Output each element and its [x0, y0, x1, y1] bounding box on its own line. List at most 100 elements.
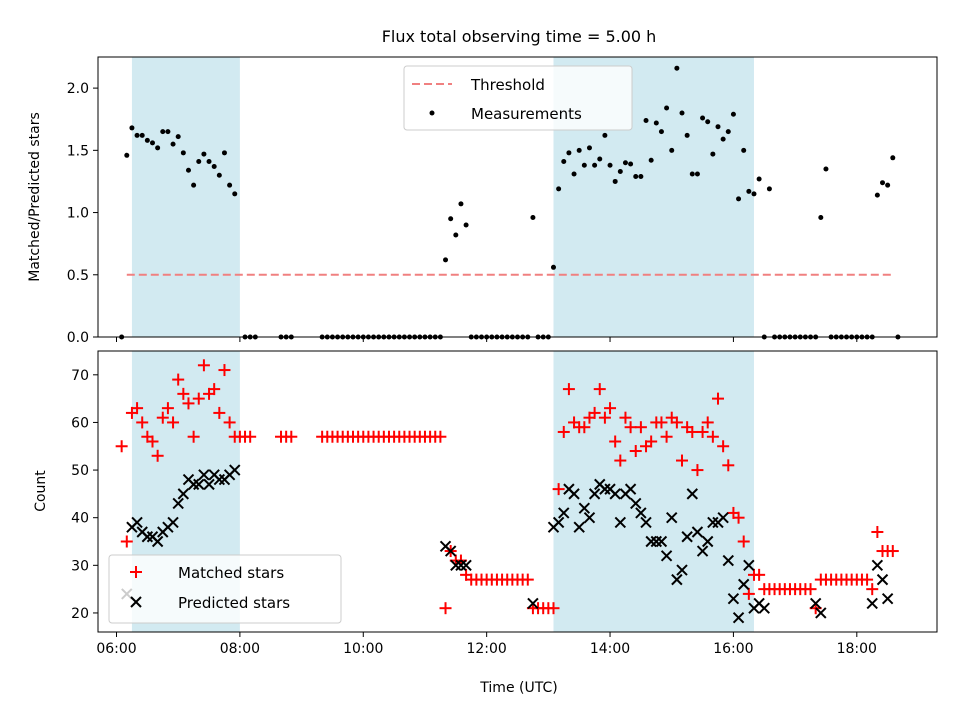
matched-point — [619, 411, 632, 424]
measurements-series — [119, 65, 901, 340]
measurement-point — [669, 147, 675, 153]
matched-point — [691, 464, 704, 477]
matched-point — [742, 587, 755, 600]
predicted-point — [614, 516, 627, 529]
matched-point — [167, 416, 180, 429]
measurement-point — [576, 147, 582, 153]
measurement-point — [648, 157, 654, 163]
measurement-point — [720, 136, 726, 142]
predicted-point — [635, 507, 647, 519]
measurement-point — [227, 182, 233, 188]
measurement-point — [766, 186, 772, 192]
predicted-point — [578, 502, 591, 514]
bottom-y-ticks: 20 30 40 50 60 70 — [71, 368, 98, 622]
predicted-point — [881, 592, 894, 605]
measurement-point — [160, 129, 166, 135]
predicted-point — [568, 488, 580, 500]
predicted-point — [583, 511, 596, 524]
measurement-point — [741, 147, 747, 153]
matched-point — [115, 440, 128, 453]
measurement-point — [180, 150, 186, 156]
measurement-point — [216, 172, 222, 178]
measurement-point — [890, 155, 896, 161]
predicted-point — [624, 483, 637, 495]
measurement-point — [674, 65, 680, 71]
predicted-point — [193, 478, 205, 491]
measurement-point — [149, 140, 155, 146]
matched-point — [187, 430, 200, 443]
y-tick-label: 1.5 — [67, 143, 89, 159]
measurement-point — [725, 129, 731, 135]
predicted-point — [450, 559, 462, 572]
matched-point — [634, 421, 647, 434]
matched-point — [676, 454, 689, 467]
matched-point — [244, 430, 257, 443]
matched-stars-series — [115, 359, 899, 615]
predicted-point — [696, 545, 709, 557]
matched-point — [711, 392, 724, 405]
measurement-point — [530, 215, 536, 221]
matched-point — [136, 416, 149, 429]
matched-point — [213, 406, 226, 419]
measurement-point — [638, 173, 644, 179]
measurement-point — [556, 186, 562, 192]
predicted-point — [686, 488, 698, 500]
top-panel: 0.00.51.01.52.0 Matched/Predicted stars … — [27, 56, 938, 346]
matched-point — [521, 573, 534, 586]
measurement-point — [170, 141, 176, 147]
matched-point — [552, 483, 565, 496]
measurement-point — [653, 120, 659, 126]
measurement-point — [756, 176, 762, 182]
measurement-point — [201, 151, 207, 157]
measurement-point — [622, 160, 628, 166]
matched-point — [701, 416, 714, 429]
measurement-point — [885, 182, 891, 188]
matched-point — [614, 454, 627, 467]
predicted-point — [871, 559, 884, 572]
measurement-point — [658, 129, 664, 135]
matched-point — [609, 435, 622, 448]
top-y-axis-title: Matched/Predicted stars — [27, 112, 43, 282]
matched-point — [660, 430, 673, 443]
chart-title: Flux total observing time = 5.00 h — [382, 27, 657, 46]
matched-point — [156, 411, 169, 424]
matched-point — [686, 425, 699, 438]
matched-point — [804, 583, 817, 596]
measurement-point — [710, 151, 716, 157]
measurement-point — [874, 192, 880, 198]
measurement-point — [221, 150, 227, 156]
matched-point — [161, 402, 174, 415]
matched-point — [285, 430, 298, 443]
bottom-legend: Matched stars Predicted stars — [108, 554, 342, 624]
measurement-point — [612, 178, 618, 184]
predicted-point — [198, 469, 210, 481]
measurement-point — [448, 216, 454, 222]
predicted-point — [660, 550, 673, 562]
measurement-point — [211, 164, 217, 170]
matched-point — [223, 416, 236, 429]
top-legend: Threshold Measurements — [403, 65, 633, 131]
predicted-point — [707, 516, 719, 529]
predicted-point — [172, 497, 184, 510]
predicted-point — [203, 478, 215, 491]
measurement-point — [736, 196, 742, 202]
measurement-point — [581, 162, 587, 168]
predicted-point — [722, 554, 734, 567]
matched-point — [177, 387, 190, 400]
predicted-point — [455, 559, 467, 572]
measurement-point — [144, 137, 150, 143]
y-tick-label: 0.5 — [67, 268, 89, 284]
matched-point — [208, 383, 221, 396]
measurement-point — [571, 171, 577, 177]
matched-legend-label: Matched stars — [178, 564, 284, 582]
measurement-point — [191, 182, 197, 188]
predicted-point — [552, 516, 565, 529]
top-legend-box — [403, 65, 633, 131]
matched-point — [629, 445, 642, 458]
predicted-point — [609, 488, 621, 500]
matched-point — [151, 449, 164, 462]
predicted-point — [599, 483, 611, 495]
shaded-interval-1 — [131, 57, 240, 337]
threshold-legend-label: Threshold — [470, 76, 545, 94]
